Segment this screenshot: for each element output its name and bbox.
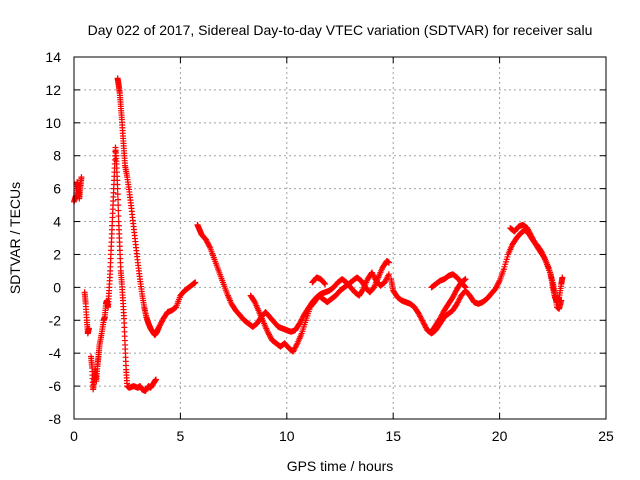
data-point bbox=[495, 279, 502, 286]
axis-ticks bbox=[73, 56, 607, 420]
y-tick-label: 4 bbox=[53, 214, 61, 230]
data-point bbox=[461, 283, 468, 290]
data-point bbox=[385, 259, 392, 266]
y-tick-label: 0 bbox=[53, 279, 61, 295]
data-point bbox=[115, 202, 122, 209]
y-tick-label: 14 bbox=[45, 49, 61, 65]
x-axis-label: GPS time / hours bbox=[287, 458, 394, 474]
x-tick-label: 5 bbox=[177, 428, 185, 444]
chart-title: Day 022 of 2017, Sidereal Day-to-day VTE… bbox=[88, 22, 593, 38]
x-tick-label: 10 bbox=[279, 428, 295, 444]
x-tick-label: 20 bbox=[492, 428, 508, 444]
data-point bbox=[559, 274, 566, 281]
y-tick-label: -6 bbox=[49, 378, 62, 394]
y-tick-label: 8 bbox=[53, 148, 61, 164]
data-point bbox=[558, 297, 565, 304]
data-point bbox=[322, 281, 329, 288]
data-point bbox=[385, 271, 392, 278]
x-tick-label: 25 bbox=[598, 428, 614, 444]
y-tick-label: 2 bbox=[53, 246, 61, 262]
data-points bbox=[71, 75, 566, 395]
y-axis-label: SDTVAR / TECUs bbox=[7, 182, 23, 294]
y-tick-label: -8 bbox=[49, 411, 62, 427]
y-tick-label: -4 bbox=[49, 345, 62, 361]
data-point bbox=[462, 284, 469, 291]
x-tick-label: 15 bbox=[385, 428, 401, 444]
data-point bbox=[85, 325, 92, 332]
data-point bbox=[293, 341, 300, 348]
y-tick-label: -2 bbox=[49, 312, 62, 328]
y-tick-label: 10 bbox=[45, 115, 61, 131]
data-point bbox=[385, 272, 392, 279]
y-tick-label: 12 bbox=[45, 82, 61, 98]
data-point bbox=[114, 191, 121, 198]
data-point bbox=[192, 279, 199, 286]
y-tick-label: 6 bbox=[53, 181, 61, 197]
data-point bbox=[152, 376, 159, 383]
x-tick-label: 0 bbox=[70, 428, 78, 444]
data-point bbox=[114, 196, 121, 203]
data-point bbox=[321, 280, 328, 287]
data-point bbox=[206, 243, 213, 250]
tick-labels: 0 5 10 15 20 25 -8 -6 -4 -2 0 2 4 6 8 10 12 14 bbox=[45, 49, 614, 444]
data-point bbox=[462, 276, 469, 283]
data-point bbox=[115, 207, 122, 214]
data-point bbox=[78, 174, 85, 181]
data-point bbox=[114, 185, 121, 192]
plot-frame bbox=[73, 56, 607, 420]
data-point bbox=[115, 213, 122, 220]
grid-lines bbox=[74, 57, 606, 419]
